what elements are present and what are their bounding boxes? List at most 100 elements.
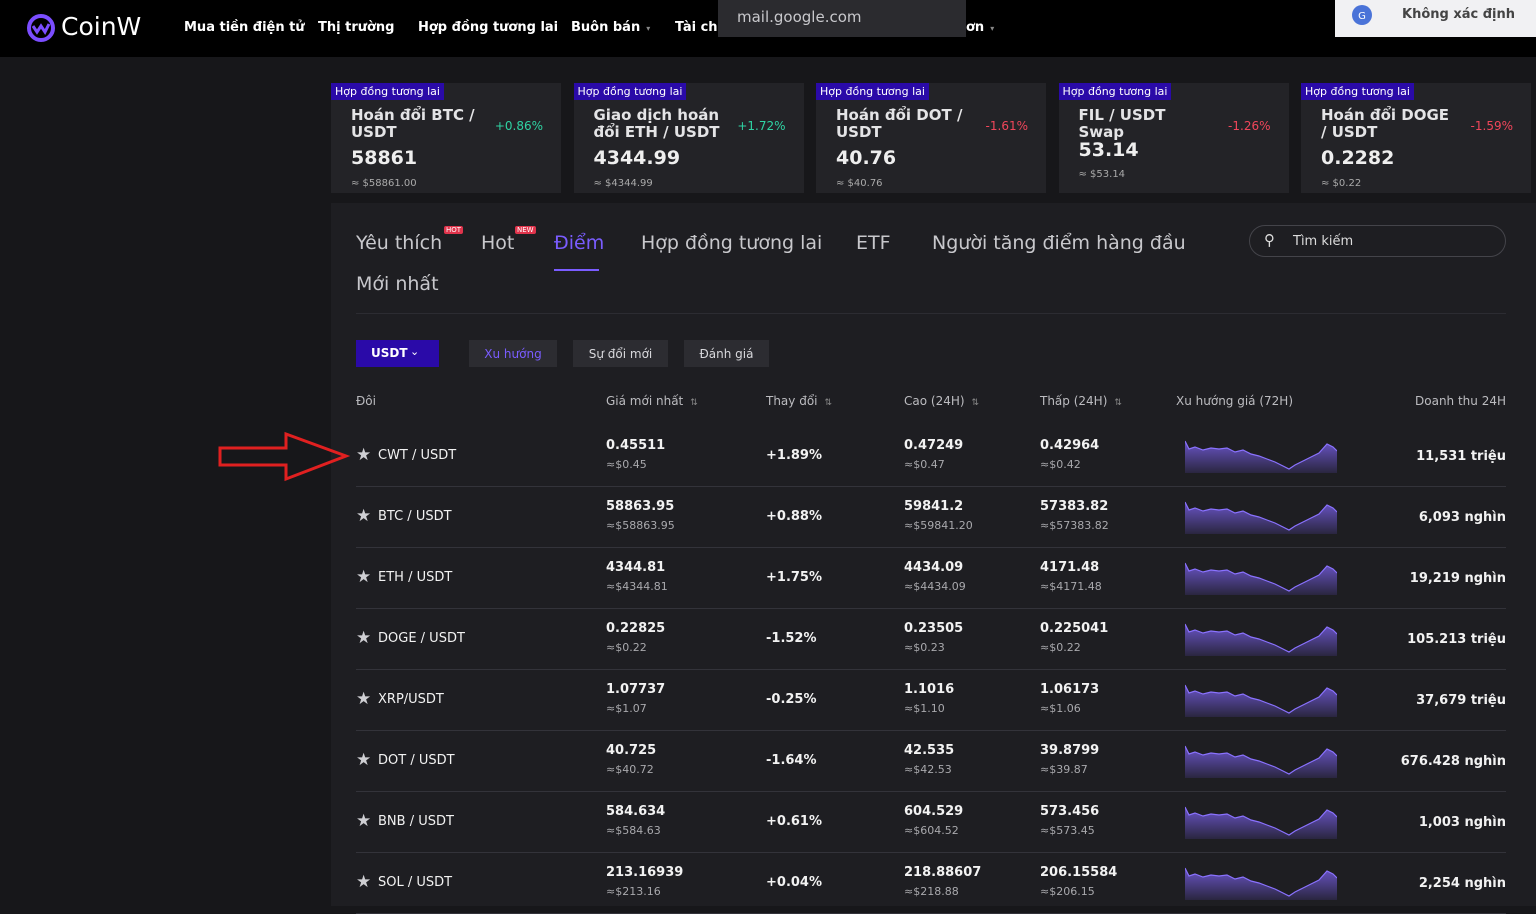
- red-arrow: [218, 431, 351, 482]
- change: +0.04%: [766, 875, 822, 890]
- tab[interactable]: Hợp đồng tương lai: [641, 232, 823, 254]
- filter-button[interactable]: Đánh giá: [684, 340, 769, 367]
- ticker-change: +0.86%: [494, 119, 543, 133]
- currency-caret: ⌄: [410, 345, 420, 358]
- volume: 676.428 nghìn: [1400, 754, 1506, 769]
- tab[interactable]: Hot: [481, 232, 515, 254]
- pair-name[interactable]: ETH / USDT: [378, 570, 453, 585]
- tab[interactable]: Mới nhất: [356, 273, 439, 295]
- pair-name[interactable]: XRP/USDT: [378, 692, 444, 707]
- favorite-star[interactable]: ★: [356, 750, 372, 770]
- favorite-star[interactable]: ★: [356, 811, 372, 831]
- ticker-price: 58861: [351, 147, 418, 169]
- nav-item[interactable]: Hợp đồng tương lai: [418, 20, 559, 35]
- pair-name[interactable]: CWT / USDT: [378, 448, 457, 463]
- change: +0.88%: [766, 509, 822, 524]
- volume: 11,531 triệu: [1416, 449, 1506, 464]
- column-header: Doanh thu 24H: [1415, 394, 1506, 408]
- ticker-card[interactable]: Hợp đồng tương lai Hoán đổi DOT / USDT -1.…: [816, 83, 1046, 193]
- low-usd: ≈$206.15: [1040, 885, 1095, 898]
- high: 0.47249: [904, 438, 964, 453]
- low: 57383.82: [1040, 499, 1109, 514]
- caret: ▾: [646, 24, 651, 33]
- favorite-star[interactable]: ★: [356, 567, 372, 587]
- favorite-star[interactable]: ★: [356, 689, 372, 709]
- column-header[interactable]: Thấp (24H) ⇅: [1040, 394, 1122, 408]
- ticker-change: -1.59%: [1470, 119, 1513, 133]
- volume: 19,219 nghìn: [1409, 571, 1506, 586]
- tab[interactable]: ETF: [856, 232, 891, 254]
- favorite-star[interactable]: ★: [356, 506, 372, 526]
- ticker-name: Hoán đổi DOT / USDT: [836, 106, 963, 141]
- change: -1.64%: [766, 753, 817, 768]
- ticker-card[interactable]: Hợp đồng tương lai Giao dịch hoán đổi ETH…: [573, 83, 804, 193]
- price: 58863.95: [606, 499, 675, 514]
- ticker-card[interactable]: Hợp đồng tương lai Hoán đổi DOGE / USDT -1…: [1301, 83, 1531, 193]
- status-box[interactable]: G Không xác định: [1335, 0, 1536, 37]
- favorite-star[interactable]: ★: [356, 628, 372, 648]
- logo-text[interactable]: CoinW: [61, 12, 142, 41]
- ticker-usd: ≈ $58861.00: [351, 178, 417, 189]
- price-usd: ≈$0.45: [606, 458, 647, 471]
- high: 0.23505: [904, 621, 964, 636]
- column-header[interactable]: Cao (24H) ⇅: [904, 394, 980, 408]
- ticker-card[interactable]: Hợp đồng tương lai Hoán đổi BTC / USDT +0.…: [331, 83, 561, 193]
- pair-name[interactable]: BNB / USDT: [378, 814, 454, 829]
- favorite-star[interactable]: ★: [356, 872, 372, 892]
- nav-item[interactable]: Thị trường: [318, 20, 395, 35]
- filter-button[interactable]: Sự đổi mới: [573, 340, 668, 367]
- low-usd: ≈$0.42: [1040, 458, 1081, 471]
- change: +1.89%: [766, 448, 822, 463]
- pair-name[interactable]: DOGE / USDT: [378, 631, 465, 646]
- ticker-tag: Hợp đồng tương lai: [1301, 83, 1414, 100]
- ticker-price: 53.14: [1078, 139, 1139, 161]
- price-usd: ≈$0.22: [606, 641, 647, 654]
- filter-label: Đánh giá: [699, 347, 754, 361]
- search-box[interactable]: ⚲ Tìm kiếm: [1249, 225, 1506, 257]
- ticker-card[interactable]: Hợp đồng tương lai FIL / USDT Swap -1.26% 5…: [1058, 83, 1289, 193]
- volume: 2,254 nghìn: [1418, 876, 1506, 891]
- high-usd: ≈$218.88: [904, 885, 959, 898]
- row-separator: [356, 547, 1506, 548]
- filter-button[interactable]: Xu hướng: [469, 340, 557, 367]
- low-usd: ≈$0.22: [1040, 641, 1081, 654]
- change: -1.52%: [766, 631, 817, 646]
- nav-item[interactable]: ơn ▾: [966, 20, 995, 35]
- logo-icon: [27, 14, 55, 42]
- url-popup: mail.google.com: [718, 0, 966, 37]
- nav-item[interactable]: Mua tiền điện tử: [184, 20, 305, 35]
- status-icon: G: [1352, 5, 1372, 25]
- ticker-name: FIL / USDT Swap: [1078, 106, 1166, 141]
- volume: 37,679 triệu: [1416, 693, 1506, 708]
- tab-badge: HOT: [444, 226, 464, 234]
- high: 42.535: [904, 743, 955, 758]
- low: 39.8799: [1040, 743, 1100, 758]
- column-header[interactable]: Thay đổi ⇅: [766, 394, 833, 408]
- column-header[interactable]: Giá mới nhất ⇅: [606, 394, 698, 408]
- favorite-star[interactable]: ★: [356, 445, 372, 465]
- sort-icon: ⇅: [1114, 398, 1122, 408]
- tab[interactable]: Yêu thích: [356, 232, 443, 254]
- svg-text:G: G: [1358, 11, 1366, 22]
- row-separator: [356, 486, 1506, 487]
- high: 59841.2: [904, 499, 964, 514]
- high-usd: ≈$1.10: [904, 702, 945, 715]
- volume: 105.213 triệu: [1407, 632, 1506, 647]
- low-usd: ≈$573.45: [1040, 824, 1095, 837]
- row-separator: [356, 730, 1506, 731]
- nav-item[interactable]: Tài chá: [675, 20, 727, 35]
- currency-select[interactable]: USDT ⌄: [356, 340, 439, 367]
- ticker-price: 40.76: [836, 147, 897, 169]
- low: 0.42964: [1040, 438, 1100, 453]
- tab[interactable]: Người tăng điểm hàng đầu: [932, 232, 1186, 254]
- pair-name[interactable]: BTC / USDT: [378, 509, 452, 524]
- nav-item[interactable]: Buôn bán ▾: [571, 20, 651, 35]
- price: 213.16939: [606, 865, 684, 880]
- change: +0.61%: [766, 814, 822, 829]
- low: 0.225041: [1040, 621, 1109, 636]
- pair-name[interactable]: SOL / USDT: [378, 875, 453, 890]
- pair-name[interactable]: DOT / USDT: [378, 753, 455, 768]
- high-usd: ≈$42.53: [904, 763, 952, 776]
- low-usd: ≈$4171.48: [1040, 580, 1102, 593]
- tab[interactable]: Điểm: [554, 232, 605, 254]
